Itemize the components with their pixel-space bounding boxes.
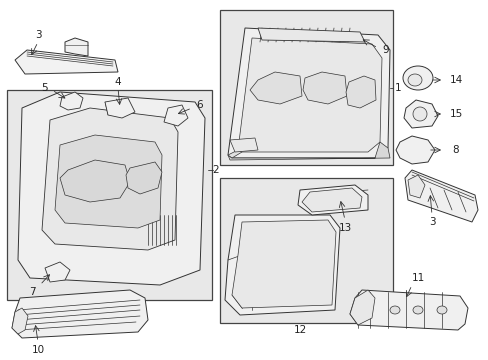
Text: 13: 13 [338,223,351,233]
Polygon shape [45,262,70,282]
Polygon shape [395,136,434,164]
Polygon shape [65,38,88,56]
Polygon shape [349,290,374,325]
Polygon shape [220,178,392,323]
Text: 3: 3 [35,30,41,40]
Polygon shape [105,98,135,118]
Polygon shape [229,138,258,152]
Ellipse shape [412,107,426,121]
Polygon shape [231,220,335,308]
Text: 10: 10 [31,345,44,355]
Polygon shape [227,142,389,160]
Polygon shape [163,105,187,126]
Text: 1: 1 [394,83,401,93]
Text: 2: 2 [212,165,219,175]
Polygon shape [60,160,130,202]
Ellipse shape [389,306,399,314]
Polygon shape [126,162,162,194]
Polygon shape [403,100,437,128]
Text: 5: 5 [41,83,47,93]
Text: 15: 15 [448,109,462,119]
Polygon shape [15,50,118,74]
Polygon shape [349,290,467,330]
Polygon shape [60,92,83,110]
Polygon shape [297,185,367,215]
Polygon shape [55,135,162,228]
Text: 3: 3 [428,217,434,227]
Polygon shape [238,38,381,152]
Polygon shape [227,28,389,158]
Ellipse shape [402,66,432,90]
Polygon shape [12,290,148,338]
Ellipse shape [407,74,421,86]
Text: 11: 11 [410,273,424,283]
Polygon shape [302,188,361,212]
Ellipse shape [412,306,422,314]
Polygon shape [407,175,424,198]
Text: 4: 4 [115,77,121,87]
Text: 8: 8 [452,145,458,155]
Polygon shape [258,28,364,42]
Polygon shape [7,90,212,300]
Text: 12: 12 [293,325,306,335]
Text: 6: 6 [196,100,203,110]
Polygon shape [346,76,375,108]
Polygon shape [249,72,302,104]
Polygon shape [404,170,477,222]
Ellipse shape [436,306,446,314]
Text: 9: 9 [382,45,388,55]
Polygon shape [227,150,242,158]
Text: 7: 7 [29,287,35,297]
Polygon shape [224,215,339,315]
Polygon shape [220,10,392,165]
Text: 14: 14 [448,75,462,85]
Polygon shape [42,108,178,250]
Polygon shape [12,308,28,334]
Polygon shape [303,72,346,104]
Polygon shape [18,92,204,285]
